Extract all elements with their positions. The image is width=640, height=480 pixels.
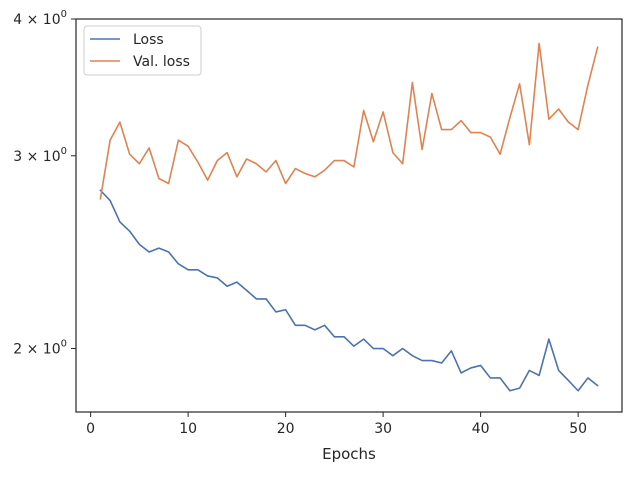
x-tick-label: 10 bbox=[179, 421, 197, 437]
x-tick-label: 50 bbox=[569, 421, 587, 437]
series-layer bbox=[99, 42, 599, 392]
y-tick-label: 2 × 100 bbox=[13, 339, 67, 358]
x-tick-label: 0 bbox=[86, 421, 95, 437]
legend-label-loss: Loss bbox=[133, 32, 164, 48]
y-tick-label: 3 × 100 bbox=[13, 146, 67, 165]
x-axis: 0 10 20 30 40 50 bbox=[86, 412, 587, 437]
series-line-loss bbox=[99, 189, 599, 392]
legend-label-val-loss: Val. loss bbox=[133, 54, 190, 70]
x-tick-label: 30 bbox=[374, 421, 392, 437]
x-tick-label: 40 bbox=[472, 421, 490, 437]
plot-area bbox=[76, 19, 622, 412]
x-tick-label: 20 bbox=[277, 421, 295, 437]
plot-frame bbox=[75, 18, 623, 413]
y-axis: 2 × 100 3 × 100 4 × 100 bbox=[13, 9, 76, 358]
x-axis-label: Epochs bbox=[322, 445, 376, 463]
series-line-val-loss bbox=[99, 42, 599, 200]
y-tick-label: 4 × 100 bbox=[13, 9, 67, 28]
legend: Loss Val. loss bbox=[83, 25, 202, 76]
